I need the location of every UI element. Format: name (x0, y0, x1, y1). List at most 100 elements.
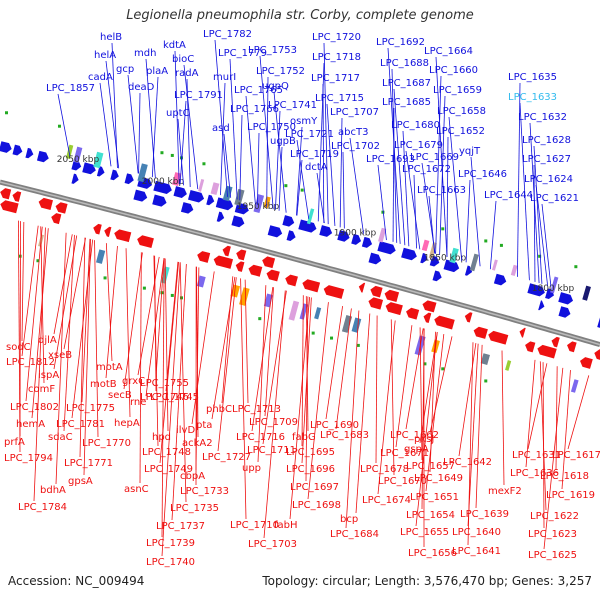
forward-gene-arrow (152, 194, 167, 207)
gene-leader-line (535, 184, 549, 286)
gene-leader-line (470, 156, 481, 267)
marker-dot (142, 286, 146, 290)
gene-leader-line (390, 319, 395, 476)
gene-label-forward: LPC_1652 (436, 126, 485, 137)
gene-label-reverse: LPC_1695 (286, 447, 335, 458)
gene-label-forward: cadA (88, 72, 113, 83)
forward-gene-arrow (0, 141, 12, 153)
gene-label-reverse: LPC_1748 (142, 447, 191, 458)
gene-label-reverse: LPC_1655 (400, 527, 449, 538)
gene-leader-line (123, 252, 143, 390)
gene-leader-line (448, 116, 463, 262)
gene-label-reverse: secB (108, 390, 132, 401)
gene-label-forward: ugpQ (262, 81, 289, 92)
gene-leader-line (25, 226, 43, 402)
gene-label-forward: LPC_1632 (518, 112, 567, 123)
feature-block (65, 144, 74, 159)
gene-leader-line (458, 343, 477, 457)
feature-block (137, 163, 148, 183)
gene-leader-line (501, 350, 505, 486)
forward-gene-arrow (319, 225, 333, 237)
feature-block (93, 151, 104, 169)
gene-label-forward: helB (100, 32, 122, 43)
marker-dot (499, 243, 503, 247)
feature-block (570, 379, 579, 393)
gene-leader-line (428, 195, 436, 254)
gene-leader-line (223, 133, 232, 198)
marker-dot (170, 293, 174, 297)
gene-leader-line (164, 258, 169, 432)
gene-label-reverse: LPC_1713 (232, 404, 281, 415)
feature-block (314, 307, 322, 320)
reverse-gene-arrow (525, 341, 536, 353)
gene-leader-line (467, 343, 479, 527)
gene-leader-line (533, 145, 543, 284)
reverse-gene-arrow (580, 357, 593, 369)
gene-leader-line (489, 200, 497, 270)
gene-label-reverse: ilvD (176, 425, 195, 436)
gene-leader-line (307, 302, 329, 500)
marker-dot (160, 151, 164, 155)
gene-label-forward: ugpB (270, 136, 296, 147)
gene-label-reverse: hepA (114, 418, 140, 429)
gene-leader-line (296, 126, 303, 216)
gene-leader-line (71, 239, 94, 419)
gene-leader-line (419, 327, 423, 461)
forward-gene-arrow (12, 144, 23, 156)
gene-label-forward: LPC_1750 (247, 122, 296, 133)
forward-gene-arrow (71, 173, 79, 184)
gene-label-reverse: LPC_1651 (410, 492, 459, 503)
feature-block (239, 287, 250, 306)
gene-label-forward: LPC_1646 (458, 169, 507, 180)
marker-dot (5, 111, 8, 115)
gene-label-reverse: bcp (340, 514, 358, 525)
feature-block (198, 178, 205, 192)
gene-label-reverse: sdaC (48, 432, 73, 443)
gene-label-forward: LPC_1660 (429, 65, 478, 76)
gene-label-forward: LPC_1685 (382, 97, 431, 108)
marker-dot (170, 153, 174, 157)
gene-leader-line (395, 325, 413, 448)
reverse-gene-arrow (302, 279, 321, 293)
gene-label-reverse: prfA (4, 437, 25, 448)
gene-leader-line (221, 276, 234, 404)
gene-label-forward: LPC_1718 (312, 52, 361, 63)
gene-leader-line (161, 258, 165, 538)
reverse-gene-arrow (594, 349, 600, 362)
gene-leader-line (155, 258, 165, 378)
gene-label-reverse: LPC_1745 (150, 392, 199, 403)
reverse-gene-arrow (551, 336, 560, 348)
gene-label-forward: osmY (290, 116, 318, 127)
gene-label-reverse: LPC_1649 (414, 473, 463, 484)
gene-label-reverse: LPC_1771 (64, 458, 113, 469)
gene-leader-line (127, 74, 139, 174)
gene-leader-line (179, 262, 187, 503)
gene-label-forward: LPC_1692 (376, 37, 425, 48)
gene-label-forward: deaD (128, 82, 155, 93)
reverse-gene-arrow (473, 326, 488, 339)
gene-label-reverse: xseB (48, 350, 72, 361)
gene-label-reverse: LPC_1696 (286, 464, 335, 475)
forward-gene-arrow (82, 162, 96, 175)
reverse-gene-arrow (248, 264, 263, 277)
gene-label-forward: murI (213, 72, 236, 83)
accession-label: Accession: NC_009494 (8, 574, 145, 588)
gene-label-reverse: LPC_1755 (140, 378, 189, 389)
marker-dot (356, 343, 360, 347)
reverse-gene-arrow (567, 341, 577, 353)
forward-gene-arrow (538, 300, 545, 311)
gene-leader-line (301, 295, 304, 447)
gene-label-forward: LPC_1753 (248, 45, 297, 56)
reverse-gene-arrow (384, 289, 400, 303)
gene-label-reverse: LPC_1656 (408, 548, 457, 559)
gene-label-forward: helA (94, 50, 116, 61)
forward-gene-arrow (36, 150, 49, 163)
gene-label-reverse: LPC_1670 (378, 476, 427, 487)
gene-label-reverse: LPC_1631 (512, 450, 561, 461)
gene-label-forward: LPC_1752 (256, 66, 305, 77)
gene-leader-line (137, 256, 160, 376)
gene-label-reverse: hemA (16, 419, 45, 430)
forward-gene-arrow (351, 233, 362, 245)
marker-dot (484, 239, 488, 243)
reverse-gene-arrow (114, 229, 132, 243)
